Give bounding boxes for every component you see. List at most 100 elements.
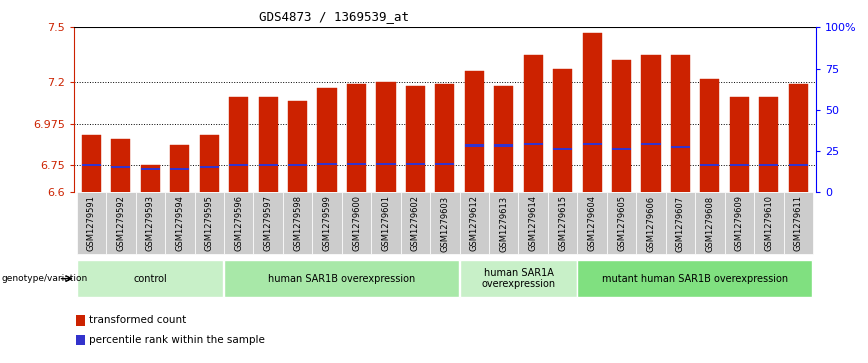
Bar — [406, 163, 425, 165]
Text: GSM1279615: GSM1279615 — [558, 195, 567, 252]
Bar — [312, 192, 342, 254]
Bar — [700, 164, 720, 166]
Bar — [377, 163, 396, 165]
Text: GSM1279604: GSM1279604 — [588, 195, 596, 252]
Bar — [165, 192, 194, 254]
Bar — [288, 101, 307, 192]
Bar — [229, 97, 248, 192]
Bar — [347, 84, 366, 192]
Bar — [224, 260, 459, 297]
Bar — [170, 168, 189, 170]
Text: GSM1279614: GSM1279614 — [529, 195, 537, 252]
Bar — [548, 192, 577, 254]
Bar — [135, 192, 165, 254]
Bar — [111, 139, 130, 192]
Bar — [229, 164, 248, 166]
Bar — [641, 55, 661, 192]
Bar — [464, 144, 483, 147]
Text: GSM1279613: GSM1279613 — [499, 195, 509, 252]
Bar — [347, 163, 366, 165]
Bar — [730, 97, 749, 192]
Text: GSM1279605: GSM1279605 — [617, 195, 626, 252]
Bar — [695, 192, 725, 254]
Text: GSM1279606: GSM1279606 — [647, 195, 655, 252]
Bar — [318, 88, 337, 192]
Text: genotype/variation: genotype/variation — [2, 274, 88, 283]
Bar — [141, 168, 160, 170]
Bar — [82, 164, 101, 166]
Bar — [725, 192, 754, 254]
Bar — [577, 192, 607, 254]
Bar — [636, 192, 666, 254]
Bar — [489, 192, 518, 254]
Bar — [435, 84, 455, 192]
Bar — [582, 33, 602, 192]
Text: transformed count: transformed count — [89, 315, 187, 325]
Bar — [377, 82, 396, 192]
Text: human SAR1A
overexpression: human SAR1A overexpression — [482, 268, 556, 289]
Bar — [760, 164, 779, 166]
Bar — [82, 135, 101, 192]
Bar — [318, 163, 337, 165]
Bar — [76, 315, 85, 326]
Bar — [553, 148, 572, 150]
Bar — [76, 192, 106, 254]
Bar — [259, 164, 278, 166]
Bar — [459, 192, 489, 254]
Bar — [784, 192, 813, 254]
Bar — [754, 192, 784, 254]
Text: GSM1279595: GSM1279595 — [205, 195, 214, 251]
Bar — [459, 260, 577, 297]
Text: GSM1279602: GSM1279602 — [411, 195, 420, 252]
Bar — [612, 60, 631, 192]
Bar — [494, 86, 513, 192]
Bar — [283, 192, 312, 254]
Bar — [76, 260, 223, 297]
Bar — [200, 166, 219, 168]
Bar — [641, 143, 661, 145]
Text: GSM1279592: GSM1279592 — [116, 195, 125, 251]
Text: GSM1279598: GSM1279598 — [293, 195, 302, 252]
Text: GSM1279594: GSM1279594 — [175, 195, 184, 251]
Text: GSM1279610: GSM1279610 — [765, 195, 773, 252]
Bar — [259, 97, 278, 192]
Text: GSM1279603: GSM1279603 — [440, 195, 450, 252]
Text: GSM1279612: GSM1279612 — [470, 195, 479, 252]
Bar — [194, 192, 224, 254]
Text: GSM1279611: GSM1279611 — [793, 195, 803, 252]
Text: GSM1279609: GSM1279609 — [735, 195, 744, 252]
Bar — [401, 192, 431, 254]
Bar — [435, 163, 455, 165]
Bar — [141, 165, 160, 192]
Text: human SAR1B overexpression: human SAR1B overexpression — [268, 274, 416, 284]
Bar — [518, 192, 548, 254]
Bar — [253, 192, 283, 254]
Bar — [372, 192, 401, 254]
Bar — [494, 144, 513, 147]
Bar — [789, 164, 808, 166]
Bar — [224, 192, 253, 254]
Bar — [700, 79, 720, 192]
Text: GSM1279591: GSM1279591 — [87, 195, 96, 251]
Text: GSM1279593: GSM1279593 — [146, 195, 155, 252]
Text: GSM1279597: GSM1279597 — [264, 195, 273, 252]
Bar — [789, 84, 808, 192]
Bar — [106, 192, 135, 254]
Bar — [76, 335, 85, 345]
Bar — [607, 192, 636, 254]
Bar — [553, 69, 572, 192]
Bar — [170, 145, 189, 192]
Bar — [671, 146, 690, 148]
Bar — [111, 166, 130, 168]
Text: control: control — [134, 274, 168, 284]
Bar — [760, 97, 779, 192]
Bar — [582, 143, 602, 145]
Text: GSM1279600: GSM1279600 — [352, 195, 361, 252]
Bar — [200, 135, 219, 192]
Bar — [431, 192, 459, 254]
Text: mutant human SAR1B overexpression: mutant human SAR1B overexpression — [602, 274, 788, 284]
Bar — [406, 86, 425, 192]
Title: GDS4873 / 1369539_at: GDS4873 / 1369539_at — [259, 10, 409, 23]
Bar — [523, 55, 542, 192]
Bar — [523, 143, 542, 145]
